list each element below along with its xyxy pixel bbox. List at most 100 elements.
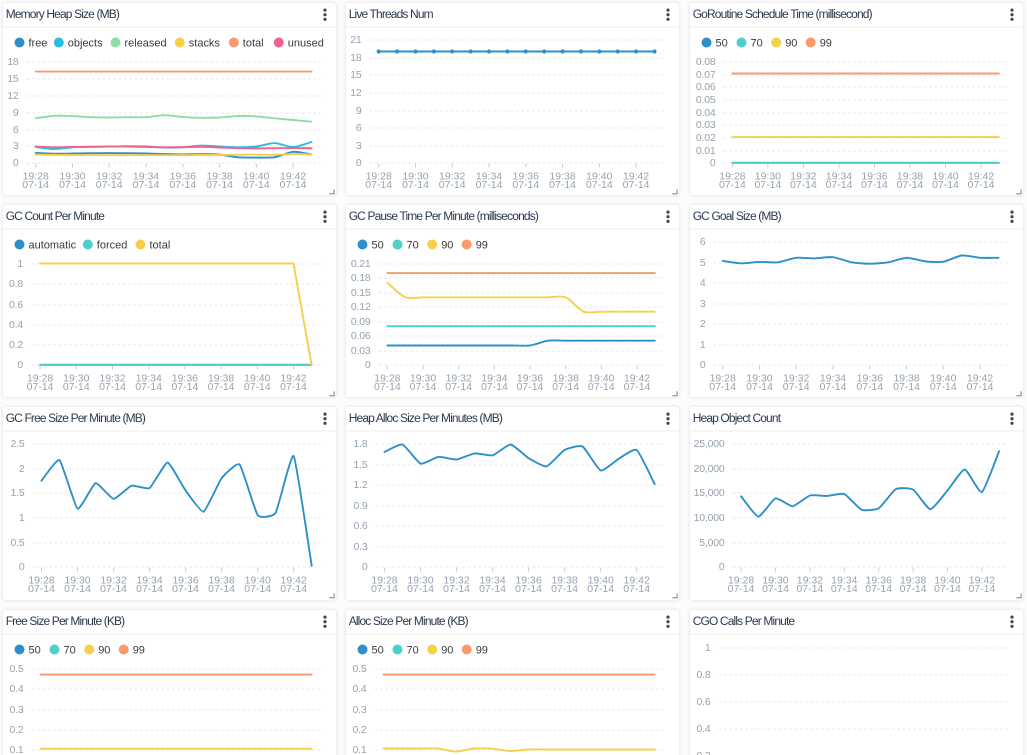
svg-text:21: 21 — [350, 34, 362, 45]
svg-text:99: 99 — [476, 644, 488, 656]
svg-text:5: 5 — [699, 258, 705, 269]
svg-text:0.2: 0.2 — [9, 724, 23, 735]
svg-text:10,000: 10,000 — [693, 513, 724, 524]
svg-text:0.5: 0.5 — [353, 663, 367, 674]
svg-text:0.06: 0.06 — [351, 331, 371, 342]
svg-text:0.8: 0.8 — [9, 279, 23, 290]
svg-text:free: free — [28, 37, 47, 49]
svg-text:0.02: 0.02 — [695, 132, 715, 143]
svg-text:0.2: 0.2 — [9, 340, 23, 351]
svg-text:0.6: 0.6 — [354, 521, 368, 532]
svg-text:9: 9 — [12, 107, 18, 118]
svg-text:0.5: 0.5 — [10, 538, 24, 549]
svg-text:70: 70 — [407, 239, 419, 251]
svg-text:2.5: 2.5 — [10, 439, 24, 450]
svg-text:90: 90 — [441, 239, 453, 251]
svg-text:0.9: 0.9 — [354, 501, 368, 512]
svg-text:0.18: 0.18 — [351, 273, 371, 284]
svg-text:forced: forced — [96, 239, 127, 251]
svg-text:Memory Heap Size (MB): Memory Heap Size (MB) — [5, 6, 119, 20]
svg-text:3: 3 — [699, 299, 705, 310]
svg-text:Heap Object Count: Heap Object Count — [692, 411, 781, 425]
svg-text:0.4: 0.4 — [696, 723, 710, 734]
svg-text:15: 15 — [7, 73, 19, 84]
svg-text:9: 9 — [356, 105, 362, 116]
svg-text:0.5: 0.5 — [9, 663, 23, 674]
svg-text:90: 90 — [98, 644, 110, 656]
svg-text:18: 18 — [7, 56, 19, 67]
svg-text:0.05: 0.05 — [695, 94, 715, 105]
svg-text:50: 50 — [715, 37, 727, 49]
svg-text:automatic: automatic — [28, 239, 76, 251]
svg-text:1: 1 — [699, 340, 705, 351]
svg-text:90: 90 — [441, 644, 453, 656]
svg-text:99: 99 — [819, 37, 831, 49]
svg-text:GC Goal Size (MB): GC Goal Size (MB) — [692, 209, 781, 223]
svg-text:99: 99 — [132, 644, 144, 656]
svg-text:0: 0 — [699, 360, 705, 371]
svg-text:0: 0 — [362, 562, 368, 573]
svg-text:0.2: 0.2 — [696, 750, 710, 755]
svg-text:total: total — [149, 239, 170, 251]
svg-text:0.3: 0.3 — [9, 704, 23, 715]
svg-text:15: 15 — [350, 69, 362, 80]
svg-text:3: 3 — [12, 140, 18, 151]
svg-text:0.08: 0.08 — [695, 56, 715, 67]
svg-text:0: 0 — [365, 360, 371, 371]
svg-text:2: 2 — [18, 464, 24, 475]
svg-text:0.03: 0.03 — [695, 119, 715, 130]
svg-text:70: 70 — [407, 644, 419, 656]
svg-text:50: 50 — [28, 644, 40, 656]
svg-text:Live Threads Num: Live Threads Num — [349, 6, 434, 20]
svg-text:0.1: 0.1 — [353, 744, 367, 755]
svg-text:1: 1 — [17, 259, 23, 270]
svg-text:GC Pause Time Per Minute (mill: GC Pause Time Per Minute (milliseconds) — [349, 209, 539, 223]
svg-text:Heap Alloc Size Per Minutes (M: Heap Alloc Size Per Minutes (MB) — [349, 411, 503, 425]
svg-text:0.15: 0.15 — [351, 288, 371, 299]
svg-text:0.6: 0.6 — [9, 300, 23, 311]
svg-text:0.09: 0.09 — [351, 317, 371, 328]
svg-text:1: 1 — [18, 513, 24, 524]
svg-text:objects: objects — [67, 37, 102, 49]
svg-text:25,000: 25,000 — [693, 439, 724, 450]
svg-text:0.1: 0.1 — [9, 744, 23, 755]
svg-text:70: 70 — [63, 644, 75, 656]
svg-text:0.03: 0.03 — [351, 346, 371, 357]
svg-text:0.6: 0.6 — [696, 696, 710, 707]
